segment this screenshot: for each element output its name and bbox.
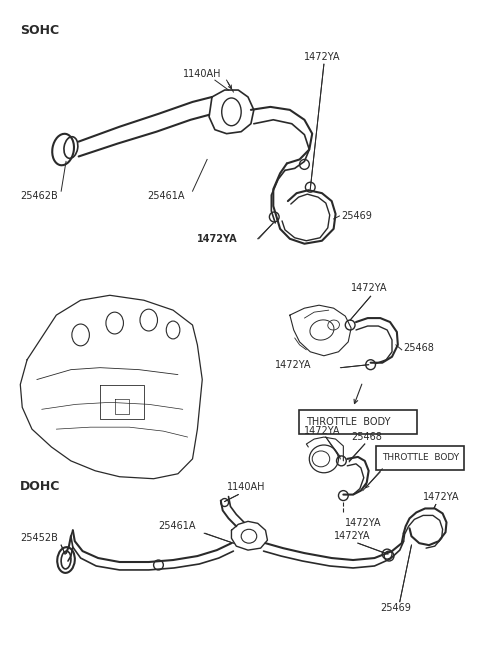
Text: 25468: 25468: [351, 432, 382, 442]
Text: 1472YA: 1472YA: [197, 234, 238, 244]
FancyBboxPatch shape: [376, 446, 464, 470]
Text: 1472YA: 1472YA: [334, 532, 370, 541]
Text: 1472YA: 1472YA: [304, 426, 341, 436]
FancyBboxPatch shape: [299, 411, 417, 434]
Text: 1472YA: 1472YA: [304, 53, 341, 62]
Text: 25468: 25468: [404, 343, 434, 353]
Text: 1140AH: 1140AH: [227, 482, 265, 491]
Text: 1472YA: 1472YA: [423, 491, 460, 501]
Text: 1472YA: 1472YA: [275, 359, 312, 370]
Text: 25461A: 25461A: [147, 191, 184, 201]
Text: 25461A: 25461A: [158, 521, 196, 532]
Text: THROTTLE  BODY: THROTTLE BODY: [382, 453, 459, 463]
Text: 1140AH: 1140AH: [183, 69, 221, 79]
Text: 25462B: 25462B: [20, 191, 58, 201]
Text: SOHC: SOHC: [20, 24, 60, 37]
Text: 25469: 25469: [341, 211, 372, 221]
Text: THROTTLE  BODY: THROTTLE BODY: [306, 417, 391, 427]
Text: 25469: 25469: [380, 602, 411, 612]
Text: 25452B: 25452B: [20, 533, 58, 543]
Text: DOHC: DOHC: [20, 480, 60, 493]
Text: 1472YA: 1472YA: [351, 283, 388, 293]
Text: 1472YA: 1472YA: [345, 518, 382, 528]
